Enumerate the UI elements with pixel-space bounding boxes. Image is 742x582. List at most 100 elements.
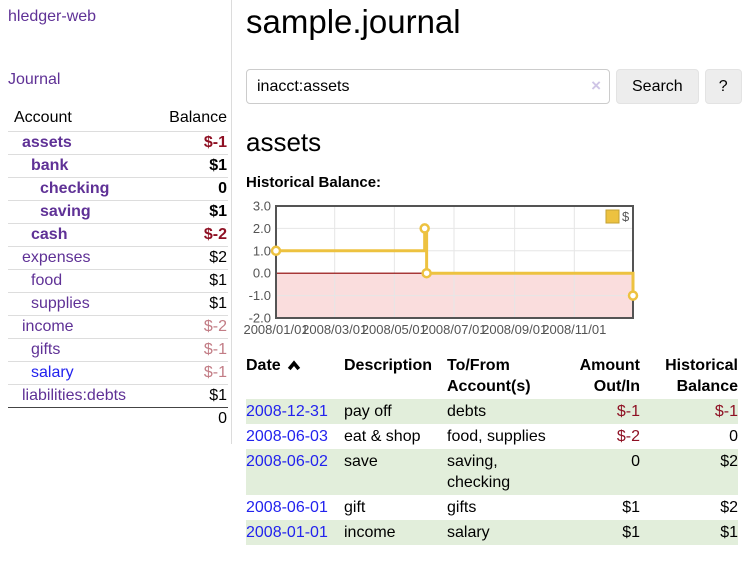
register-row: 2008-01-01 income salary $1 $1 xyxy=(246,520,738,545)
transaction-amount: 0 xyxy=(631,453,640,470)
transaction-accounts: gifts xyxy=(447,499,477,516)
sidebar-account-balance: $-1 xyxy=(154,131,228,155)
sidebar-account-balance: $-1 xyxy=(154,361,228,385)
transaction-amount: $1 xyxy=(622,499,640,516)
svg-text:2.0: 2.0 xyxy=(253,221,271,236)
sidebar-account-row: expenses $2 xyxy=(8,246,228,270)
sidebar-account-row: assets $-1 xyxy=(8,131,228,155)
description-column-header: Description xyxy=(344,357,433,374)
svg-text:2008/11/01: 2008/11/01 xyxy=(542,322,606,337)
transaction-accounts: debts xyxy=(447,403,487,420)
sidebar-account-balance: $1 xyxy=(154,292,228,316)
search-input-wrapper: × xyxy=(246,69,610,104)
svg-text:$: $ xyxy=(622,209,630,224)
sidebar-account-balance: $1 xyxy=(154,269,228,293)
sidebar-account-row: gifts $-1 xyxy=(8,338,228,362)
sidebar-account-link[interactable]: bank xyxy=(31,157,69,174)
transaction-description: pay off xyxy=(344,403,392,420)
transaction-date-link[interactable]: 2008-12-31 xyxy=(246,403,328,420)
sidebar-account-balance: $2 xyxy=(154,246,228,270)
transaction-accounts: saving, checking xyxy=(447,453,511,491)
svg-text:0.0: 0.0 xyxy=(253,266,271,281)
sidebar-account-row: food $1 xyxy=(8,269,228,293)
sidebar: hledger-web Journal Account Balance asse… xyxy=(0,0,232,444)
sidebar-account-row: salary $-1 xyxy=(8,361,228,385)
transaction-amount: $1 xyxy=(622,524,640,541)
search-form: × Search ? xyxy=(246,69,742,104)
sidebar-account-balance: $-2 xyxy=(154,315,228,339)
transaction-balance: $2 xyxy=(720,499,738,516)
svg-text:3.0: 3.0 xyxy=(253,199,271,214)
register-body: 2008-12-31 pay off debts $-1 $-1 2008-06-03 ea… xyxy=(246,399,738,545)
sidebar-account-link[interactable]: saving xyxy=(40,203,91,220)
sidebar-account-link[interactable]: liabilities:debts xyxy=(22,387,127,404)
search-button[interactable]: Search xyxy=(616,69,699,104)
help-button[interactable]: ? xyxy=(704,69,742,104)
balance-column-header-register: Historical Balance xyxy=(665,357,738,395)
sidebar-account-row: checking 0 xyxy=(8,177,228,201)
chart-section-label: Historical Balance: xyxy=(246,174,382,191)
svg-text:2008/05/01: 2008/05/01 xyxy=(362,322,427,337)
register-table: Date Description To/From Account(s) Amou… xyxy=(246,353,738,545)
sidebar-account-balance: $1 xyxy=(154,200,228,224)
account-heading: assets xyxy=(246,127,322,157)
register-row: 2008-06-03 eat & shop food, supplies $-2 0 xyxy=(246,424,738,449)
transaction-amount: $-1 xyxy=(616,403,640,420)
sidebar-account-row: income $-2 xyxy=(8,315,228,339)
sidebar-account-row: cash $-2 xyxy=(8,223,228,247)
transaction-date-link[interactable]: 2008-06-03 xyxy=(246,428,328,445)
svg-text:2008/01/01: 2008/01/01 xyxy=(243,322,308,337)
sidebar-account-link[interactable]: checking xyxy=(40,180,110,197)
transaction-balance: 0 xyxy=(729,428,738,445)
sidebar-balance-table: Account Balance assets $-1 bank $1 checking 0… xyxy=(8,106,228,430)
svg-text:-2.0: -2.0 xyxy=(249,311,271,326)
date-column-header[interactable]: Date xyxy=(246,353,344,399)
transaction-amount: $-2 xyxy=(616,428,640,445)
sidebar-account-link[interactable]: salary xyxy=(31,364,74,381)
transaction-description: eat & shop xyxy=(344,428,421,445)
sidebar-account-row: bank $1 xyxy=(8,154,228,178)
sidebar-account-link[interactable]: gifts xyxy=(31,341,61,358)
sidebar-account-balance: $1 xyxy=(154,384,228,408)
sidebar-account-link[interactable]: food xyxy=(31,272,63,289)
sidebar-header-row: Account Balance xyxy=(8,106,228,132)
transaction-date-link[interactable]: 2008-01-01 xyxy=(246,524,328,541)
sidebar-account-link[interactable]: cash xyxy=(31,226,68,243)
register-row: 2008-12-31 pay off debts $-1 $-1 xyxy=(246,399,738,424)
svg-text:2008/07/01: 2008/07/01 xyxy=(421,322,486,337)
register-header-row: Date Description To/From Account(s) Amou… xyxy=(246,353,738,399)
sidebar-account-balance: $-2 xyxy=(154,223,228,247)
register-row: 2008-06-01 gift gifts $1 $2 xyxy=(246,495,738,520)
app-layout: hledger-web Journal Account Balance asse… xyxy=(0,0,742,545)
brand-link[interactable]: hledger-web xyxy=(8,8,97,25)
nav-journal-link[interactable]: Journal xyxy=(8,71,61,88)
sidebar-account-row: liabilities:debts $1 xyxy=(8,384,228,408)
clear-search-icon[interactable]: × xyxy=(591,76,601,95)
transaction-description: income xyxy=(344,524,396,541)
sidebar-account-link[interactable]: assets xyxy=(22,134,72,151)
sidebar-account-link[interactable]: supplies xyxy=(31,295,90,312)
sidebar-account-link[interactable]: expenses xyxy=(22,249,91,266)
sidebar-account-row: saving $1 xyxy=(8,200,228,224)
sidebar-account-row: supplies $1 xyxy=(8,292,228,316)
svg-text:-1.0: -1.0 xyxy=(249,288,271,303)
register-row: 2008-06-02 save saving, checking 0 $2 xyxy=(246,449,738,495)
amount-column-header: Amount Out/In xyxy=(579,357,640,395)
sidebar-accounts-body: assets $-1 bank $1 checking 0 saving $1 cash $-2 e… xyxy=(8,131,228,408)
transaction-date-link[interactable]: 2008-06-02 xyxy=(246,453,328,470)
page-title: sample.journal xyxy=(246,3,461,40)
search-input[interactable] xyxy=(246,69,610,104)
sidebar-total-balance: 0 xyxy=(154,407,228,430)
transaction-balance: $-1 xyxy=(714,403,738,420)
transaction-accounts: food, supplies xyxy=(447,428,546,445)
balance-column-header: Balance xyxy=(169,109,227,126)
sidebar-account-link[interactable]: income xyxy=(22,318,74,335)
main-content: sample.journal × Search ? assets Histori… xyxy=(232,0,742,545)
account-column-header: Account xyxy=(14,109,72,126)
svg-text:1.0: 1.0 xyxy=(253,243,271,258)
sidebar-account-balance: 0 xyxy=(154,177,228,201)
transaction-date-link[interactable]: 2008-06-01 xyxy=(246,499,328,516)
sidebar-total-row: 0 xyxy=(8,407,228,430)
svg-text:2008/03/01: 2008/03/01 xyxy=(302,322,367,337)
accounts-column-header: To/From Account(s) xyxy=(447,357,531,395)
